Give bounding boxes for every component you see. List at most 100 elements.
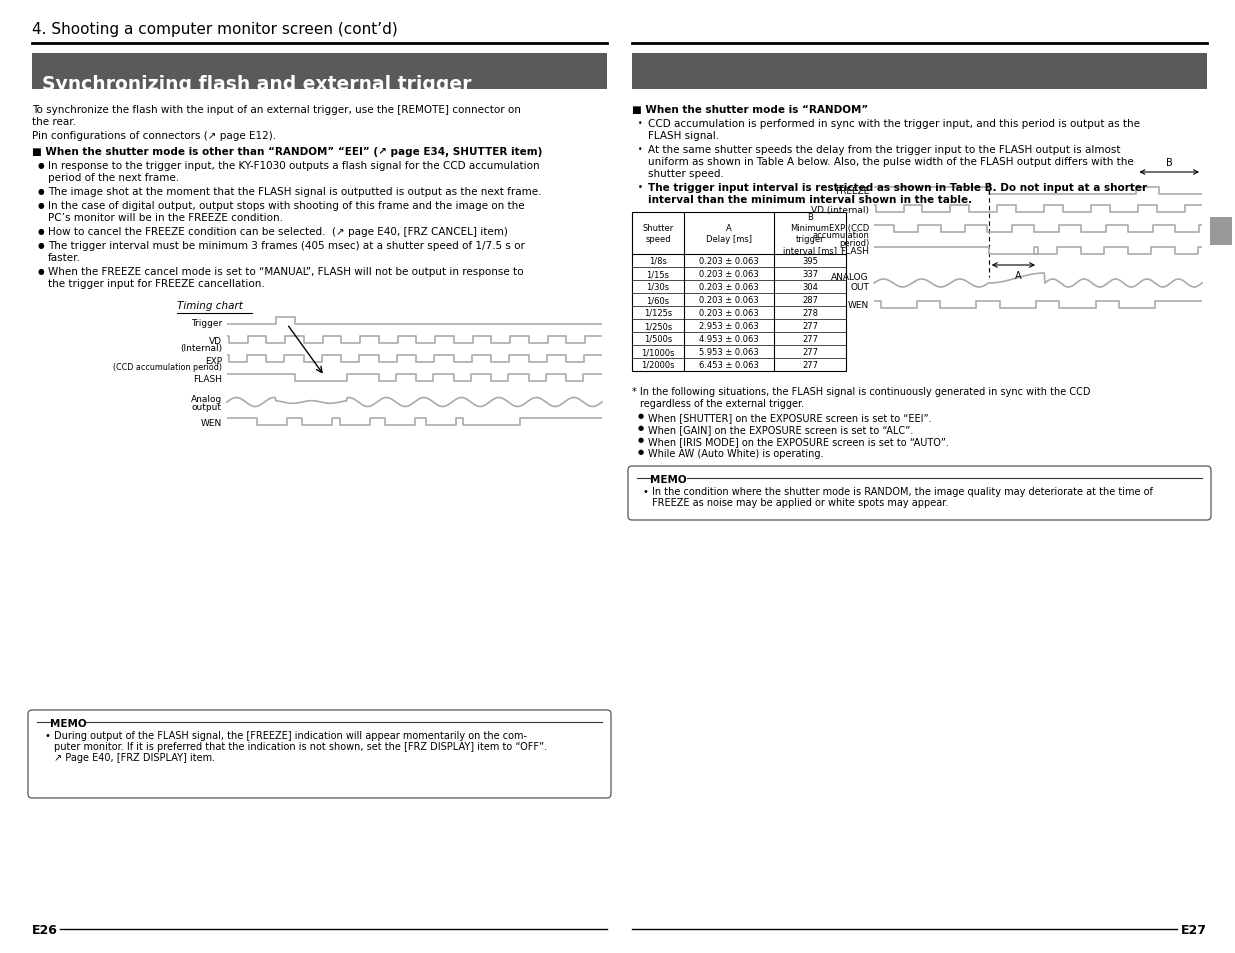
FancyBboxPatch shape [629, 467, 1212, 520]
Text: shutter speed.: shutter speed. [648, 169, 724, 179]
Text: B
Minimum
trigger
interval [ms]: B Minimum trigger interval [ms] [783, 213, 837, 254]
Text: ●: ● [638, 436, 645, 442]
Text: 0.203 ± 0.063: 0.203 ± 0.063 [699, 270, 758, 278]
Text: 304: 304 [802, 283, 818, 292]
Text: ■ When the shutter mode is “RANDOM”: ■ When the shutter mode is “RANDOM” [632, 105, 868, 115]
Text: 1/250s: 1/250s [643, 322, 672, 331]
Text: 337: 337 [802, 270, 818, 278]
Text: VD: VD [209, 337, 222, 346]
Text: A
Delay [ms]: A Delay [ms] [706, 224, 752, 244]
Text: At the same shutter speeds the delay from the trigger input to the FLASH output : At the same shutter speeds the delay fro… [648, 145, 1120, 154]
Text: 5.953 ± 0.063: 5.953 ± 0.063 [699, 348, 758, 356]
Text: period of the next frame.: period of the next frame. [48, 172, 179, 183]
Text: CCD accumulation is performed in sync with the trigger input, and this period is: CCD accumulation is performed in sync wi… [648, 119, 1140, 129]
Text: In response to the trigger input, the KY-F1030 outputs a flash signal for the CC: In response to the trigger input, the KY… [48, 161, 540, 171]
Text: ↗ Page E40, [FRZ DISPLAY] item.: ↗ Page E40, [FRZ DISPLAY] item. [54, 752, 215, 762]
Text: Synchronizing flash and external trigger: Synchronizing flash and external trigger [42, 75, 472, 94]
Text: FREEZE as noise may be applied or white spots may appear.: FREEZE as noise may be applied or white … [652, 497, 948, 507]
Text: 4.953 ± 0.063: 4.953 ± 0.063 [699, 335, 758, 344]
Text: WEN: WEN [201, 419, 222, 428]
Text: 1/125s: 1/125s [643, 309, 672, 317]
Text: 277: 277 [802, 322, 818, 331]
Text: To synchronize the flash with the input of an external trigger, use the [REMOTE]: To synchronize the flash with the input … [32, 105, 521, 115]
Text: 395: 395 [802, 256, 818, 266]
Bar [32, 54, 606, 90]
Text: •: • [638, 183, 643, 192]
Text: FLASH signal.: FLASH signal. [648, 131, 719, 141]
Text: 0.203 ± 0.063: 0.203 ± 0.063 [699, 283, 758, 292]
Text: When [IRIS MODE] on the EXPOSURE screen is set to “AUTO”.: When [IRIS MODE] on the EXPOSURE screen … [648, 436, 948, 447]
Text: WEN: WEN [847, 301, 869, 310]
Text: MEMO: MEMO [650, 475, 687, 484]
Text: MEMO: MEMO [49, 719, 86, 728]
Text: A: A [1015, 271, 1021, 281]
Text: VD (internal): VD (internal) [811, 205, 869, 214]
FancyBboxPatch shape [28, 710, 611, 799]
Text: period): period) [839, 239, 869, 248]
Text: ●: ● [638, 424, 645, 431]
Bar [632, 54, 1207, 90]
Text: Timing chart: Timing chart [177, 301, 243, 311]
Text: uniform as shown in Table A below. Also, the pulse width of the FLASH output dif: uniform as shown in Table A below. Also,… [648, 157, 1134, 167]
Text: 1/60s: 1/60s [646, 295, 669, 305]
Text: 1/1000s: 1/1000s [641, 348, 674, 356]
Text: Pin configurations of connectors (↗ page E12).: Pin configurations of connectors (↗ page… [32, 131, 277, 141]
Text: FREEZE: FREEZE [835, 188, 869, 196]
Text: 2.953 ± 0.063: 2.953 ± 0.063 [699, 322, 758, 331]
Text: output: output [191, 402, 222, 411]
Text: ●: ● [38, 201, 44, 210]
Bar [1210, 218, 1233, 246]
Text: ●: ● [38, 161, 44, 170]
Text: 1/15s: 1/15s [646, 270, 669, 278]
Text: regardless of the external trigger.: regardless of the external trigger. [640, 398, 804, 409]
Text: How to cancel the FREEZE condition can be selected.  (↗ page E40, [FRZ CANCEL] i: How to cancel the FREEZE condition can b… [48, 227, 508, 236]
Text: accumulation: accumulation [813, 232, 869, 240]
Text: 4. Shooting a computer monitor screen (cont’d): 4. Shooting a computer monitor screen (c… [32, 22, 398, 37]
Text: 277: 277 [802, 348, 818, 356]
Text: PC’s monitor will be in the FREEZE condition.: PC’s monitor will be in the FREEZE condi… [48, 213, 283, 223]
Text: •: • [44, 730, 49, 740]
Text: faster.: faster. [48, 253, 80, 263]
Text: E27: E27 [1181, 923, 1207, 936]
Text: When [SHUTTER] on the EXPOSURE screen is set to “EEI”.: When [SHUTTER] on the EXPOSURE screen is… [648, 413, 931, 422]
Text: 0.203 ± 0.063: 0.203 ± 0.063 [699, 309, 758, 317]
Text: The trigger interval must be minimum 3 frames (405 msec) at a shutter speed of 1: The trigger interval must be minimum 3 f… [48, 241, 525, 251]
Text: interval than the minimum interval shown in the table.: interval than the minimum interval shown… [648, 194, 972, 205]
Text: When [GAIN] on the EXPOSURE screen is set to “ALC”.: When [GAIN] on the EXPOSURE screen is se… [648, 424, 914, 435]
Text: the trigger input for FREEZE cancellation.: the trigger input for FREEZE cancellatio… [48, 278, 264, 289]
Text: •: • [638, 119, 642, 128]
Text: 1/30s: 1/30s [646, 283, 669, 292]
Text: 1/2000s: 1/2000s [641, 360, 674, 370]
Text: ●: ● [38, 187, 44, 195]
Text: ■ When the shutter mode is other than “RANDOM” “EEI” (↗ page E34, SHUTTER item): ■ When the shutter mode is other than “R… [32, 147, 542, 157]
Text: 287: 287 [802, 295, 818, 305]
Text: * In the following situations, the FLASH signal is continuously generated in syn: * In the following situations, the FLASH… [632, 387, 1091, 396]
Text: ●: ● [638, 413, 645, 418]
Text: 278: 278 [802, 309, 818, 317]
Text: ●: ● [638, 449, 645, 455]
Text: During output of the FLASH signal, the [FREEZE] indication will appear momentari: During output of the FLASH signal, the [… [54, 730, 527, 740]
Text: 0.203 ± 0.063: 0.203 ± 0.063 [699, 256, 758, 266]
Text: 6.453 ± 0.063: 6.453 ± 0.063 [699, 360, 760, 370]
Text: OUT: OUT [850, 283, 869, 293]
Text: In the case of digital output, output stops with shooting of this frame and the : In the case of digital output, output st… [48, 201, 525, 211]
Text: Shutter
speed: Shutter speed [642, 224, 673, 244]
Text: E26: E26 [32, 923, 58, 936]
Text: (Internal): (Internal) [180, 344, 222, 354]
Text: While AW (Auto White) is operating.: While AW (Auto White) is operating. [648, 449, 824, 458]
Text: puter monitor. If it is preferred that the indication is not shown, set the [FRZ: puter monitor. If it is preferred that t… [54, 741, 547, 751]
Text: In the condition where the shutter mode is RANDOM, the image quality may deterio: In the condition where the shutter mode … [652, 486, 1153, 497]
Text: EXP: EXP [205, 356, 222, 365]
Text: ●: ● [38, 241, 44, 250]
Text: ●: ● [38, 267, 44, 275]
Text: FLASH: FLASH [193, 375, 222, 384]
Text: the rear.: the rear. [32, 117, 77, 127]
Text: EXP (CCD: EXP (CCD [829, 223, 869, 233]
Text: The image shot at the moment that the FLASH signal is outputted is output as the: The image shot at the moment that the FL… [48, 187, 541, 196]
Text: The trigger input interval is restricted as shown in Table B. Do not input at a : The trigger input interval is restricted… [648, 183, 1147, 193]
Text: B: B [1166, 158, 1172, 168]
Text: ●: ● [38, 227, 44, 235]
Text: 0.203 ± 0.063: 0.203 ± 0.063 [699, 295, 758, 305]
Text: (CCD accumulation period): (CCD accumulation period) [112, 363, 222, 372]
Text: 1/500s: 1/500s [643, 335, 672, 344]
